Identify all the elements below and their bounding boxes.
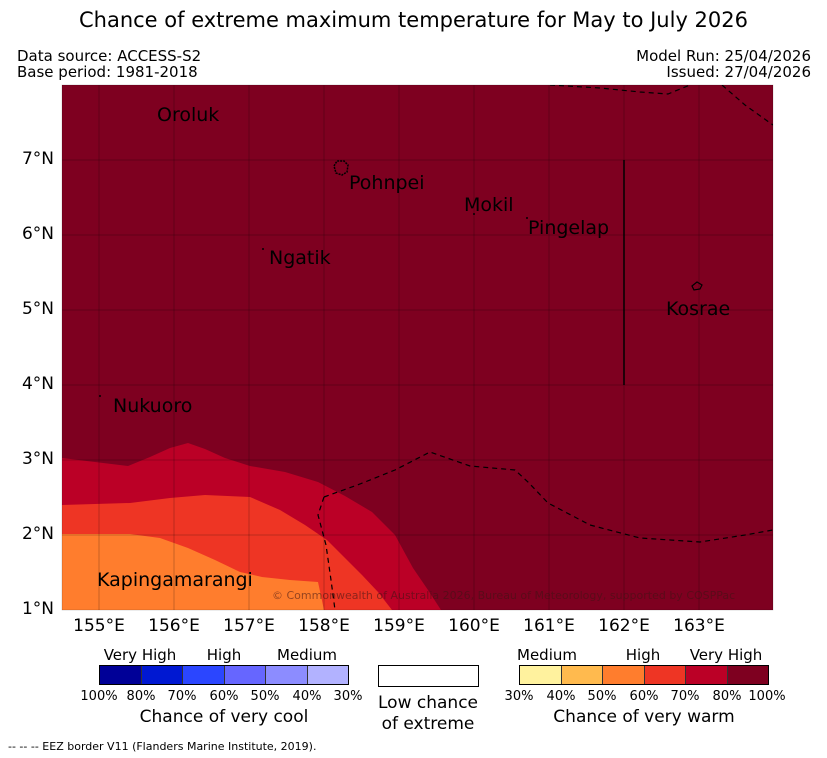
warm-tick: 50% (587, 689, 617, 704)
lon-label-160e: 160°E (448, 616, 500, 636)
place-label-pohnpei: Pohnpei (349, 172, 425, 194)
eez-footnote: -- -- -- EEZ border V11 (Flanders Marine… (8, 740, 317, 753)
warm-tick: 40% (546, 689, 576, 704)
warm-colorbar (519, 665, 769, 685)
cool-swatch-2 (183, 666, 225, 684)
warm-tick: 30% (504, 689, 534, 704)
cool-tick: 40% (292, 689, 322, 704)
cool-tick: 100% (80, 689, 118, 704)
place-label-mokil: Mokil (464, 194, 514, 216)
lon-label-156e: 156°E (148, 616, 200, 636)
warm-tick: 80% (712, 689, 742, 704)
cool-level-high: High (206, 646, 242, 664)
cool-swatch-3 (224, 666, 266, 684)
lon-label-162e: 162°E (598, 616, 650, 636)
copyright-notice: © Commonwealth of Australia 2026, Bureau… (272, 589, 736, 602)
cool-tick: 80% (126, 689, 156, 704)
lon-label-163e: 163°E (673, 616, 725, 636)
high-orange-region (62, 534, 324, 610)
lon-label-161e: 161°E (523, 616, 575, 636)
warm-swatch-1 (561, 666, 603, 684)
warm-tick: 60% (629, 689, 659, 704)
cool-swatch-4 (266, 666, 308, 684)
cool-tick: 50% (250, 689, 280, 704)
warm-swatch-0 (520, 666, 562, 684)
warm-tick: 100% (748, 689, 786, 704)
warm-caption: Chance of very warm (553, 707, 735, 727)
model-run-label: Model Run: 25/04/2026 (636, 47, 811, 65)
warm-swatch-4 (686, 666, 728, 684)
warm-level-medium: Medium (517, 646, 577, 664)
warm-level-very-high: Very High (689, 646, 763, 664)
lat-label-7n: 7°N (21, 149, 54, 169)
lat-label-4n: 4°N (21, 374, 54, 394)
lat-label-5n: 5°N (21, 299, 54, 319)
cool-colorbar (99, 665, 349, 685)
lat-label-6n: 6°N (21, 224, 54, 244)
kosrae-island (691, 281, 703, 291)
place-label-nukuoro: Nukuoro (113, 395, 193, 417)
nukuoro-atoll (99, 395, 101, 397)
ngatik-atoll (262, 248, 264, 250)
issued-label: Issued: 27/04/2026 (666, 63, 811, 81)
map-plot (61, 84, 774, 611)
place-label-kapingamarangi: Kapingamarangi (97, 569, 253, 591)
eez-border (317, 85, 773, 610)
lon-label-155e: 155°E (73, 616, 125, 636)
lat-label-3n: 3°N (21, 449, 54, 469)
map-frame (61, 84, 774, 611)
lon-label-159e: 159°E (373, 616, 425, 636)
warm-tick: 70% (670, 689, 700, 704)
cool-tick: 30% (333, 689, 363, 704)
warm-swatch-5 (727, 666, 768, 684)
mokil-atoll (473, 213, 475, 215)
low-chance-swatch (378, 665, 479, 687)
place-label-oroluk: Oroluk (157, 104, 220, 126)
cool-swatch-5 (307, 666, 348, 684)
grid-lines (62, 85, 773, 610)
low-chance-label-line2: of extreme (381, 714, 475, 734)
lon-label-158e: 158°E (298, 616, 350, 636)
warm-swatch-2 (603, 666, 645, 684)
map-title: Chance of extreme maximum temperature fo… (78, 8, 748, 32)
oroluk-atoll (159, 117, 161, 119)
pingelap-atoll (526, 217, 528, 219)
low-chance-label-line1: Low chance (378, 693, 478, 713)
cool-level-medium: Medium (277, 646, 337, 664)
base-period-label: Base period: 1981-2018 (17, 63, 198, 81)
pohnpei-island (333, 160, 349, 176)
cool-tick: 60% (209, 689, 239, 704)
place-label-kosrae: Kosrae (666, 298, 731, 320)
cool-caption: Chance of very cool (139, 707, 309, 727)
cool-swatch-0 (100, 666, 142, 684)
cool-swatch-1 (141, 666, 183, 684)
cool-level-very-high: Very High (103, 646, 177, 664)
lat-label-1n: 1°N (21, 599, 54, 619)
lat-label-2n: 2°N (21, 524, 54, 544)
place-label-ngatik: Ngatik (269, 247, 331, 269)
data-source-label: Data source: ACCESS-S2 (17, 47, 202, 65)
warm-swatch-3 (644, 666, 686, 684)
warm-level-high: High (625, 646, 661, 664)
lon-label-157e: 157°E (223, 616, 275, 636)
place-label-pingelap: Pingelap (528, 217, 610, 239)
cool-tick: 70% (167, 689, 197, 704)
